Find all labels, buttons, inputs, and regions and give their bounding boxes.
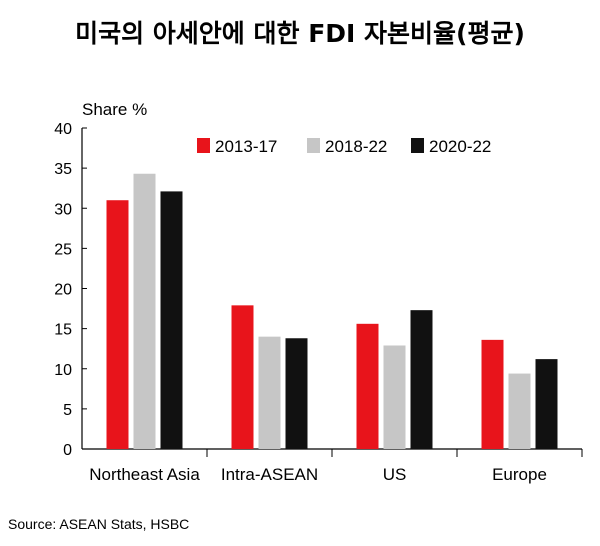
bar [383,345,406,449]
y-tick-label: 5 [63,402,72,419]
y-tick-label: 30 [54,201,72,218]
bar [231,305,254,449]
legend-swatch [197,138,210,153]
x-category-label: Northeast Asia [89,465,200,484]
y-tick-label: 15 [54,322,72,339]
y-tick-label: 0 [63,442,72,459]
legend-label: 2013-17 [215,137,277,156]
y-tick-label: 10 [54,362,72,379]
bar [160,191,183,449]
x-category-label: Intra-ASEAN [221,465,318,484]
y-tick-label: 20 [54,282,72,299]
legend-swatch [307,138,320,153]
bar [258,336,281,449]
x-category-label: US [383,465,407,484]
y-tick-label: 40 [54,121,72,138]
bar [133,173,156,449]
bar [535,359,558,449]
bar [356,323,379,449]
legend-label: 2020-22 [429,137,491,156]
source-note: Source: ASEAN Stats, HSBC [8,516,190,532]
bar [481,339,504,449]
x-category-label: Europe [492,465,547,484]
y-tick-label: 25 [54,241,72,258]
y-tick-label: 35 [54,161,72,178]
bar [285,338,308,449]
legend-label: 2018-22 [325,137,387,156]
bar [410,310,433,449]
chart-title: 미국의 아세안에 대한 FDI 자본비율(평균) [75,19,525,48]
bar [106,200,129,449]
bar [508,373,531,449]
legend-swatch [411,138,424,153]
y-axis-label: Share % [82,100,148,119]
